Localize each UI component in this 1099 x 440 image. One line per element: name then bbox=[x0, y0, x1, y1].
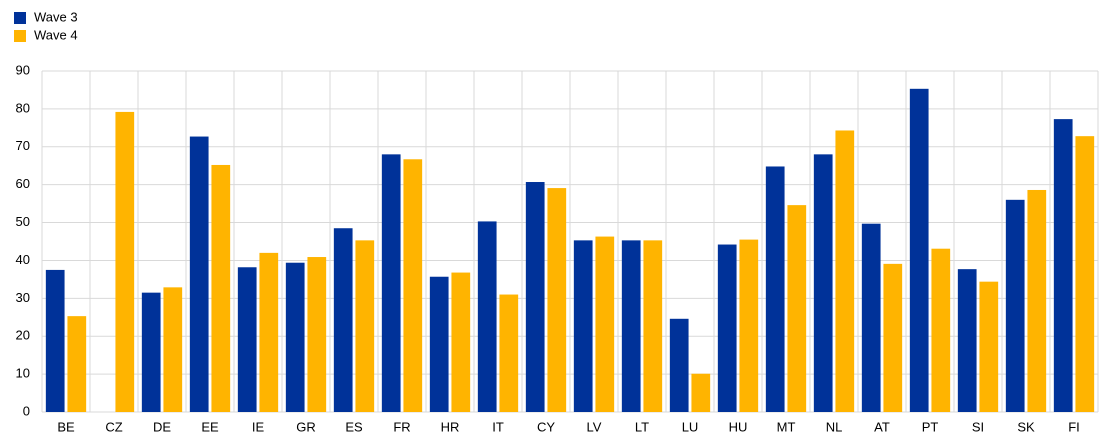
y-tick-label: 50 bbox=[16, 214, 30, 229]
bar bbox=[381, 154, 401, 412]
y-tick-label: 40 bbox=[16, 252, 30, 267]
x-tick-label: FI bbox=[1068, 419, 1080, 434]
bar bbox=[643, 240, 663, 412]
x-tick-label: IT bbox=[492, 419, 504, 434]
bar bbox=[979, 281, 999, 412]
bar bbox=[115, 111, 135, 413]
bar bbox=[67, 316, 87, 412]
legend-label: Wave 4 bbox=[34, 27, 78, 42]
bar bbox=[621, 240, 641, 412]
y-tick-label: 20 bbox=[16, 328, 30, 343]
bar bbox=[259, 252, 279, 412]
bar bbox=[451, 272, 471, 412]
bar bbox=[931, 248, 951, 412]
x-tick-label: AT bbox=[874, 419, 890, 434]
bar bbox=[403, 159, 423, 412]
bar bbox=[307, 257, 327, 412]
bar bbox=[717, 244, 737, 412]
bar bbox=[669, 318, 689, 412]
y-tick-label: 70 bbox=[16, 138, 30, 153]
bar bbox=[739, 239, 759, 412]
bar bbox=[1005, 199, 1025, 412]
bar bbox=[333, 228, 353, 412]
bar bbox=[573, 240, 593, 412]
x-tick-label: NL bbox=[826, 419, 843, 434]
y-tick-label: 80 bbox=[16, 100, 30, 115]
bar bbox=[525, 182, 545, 412]
bar bbox=[237, 267, 257, 412]
x-tick-label: LV bbox=[587, 419, 602, 434]
y-tick-label: 30 bbox=[16, 290, 30, 305]
bar bbox=[45, 269, 65, 412]
bar bbox=[861, 223, 881, 412]
bar bbox=[787, 205, 807, 412]
bar bbox=[163, 287, 183, 412]
bar bbox=[141, 292, 161, 412]
bar bbox=[813, 154, 833, 412]
x-tick-label: LU bbox=[682, 419, 699, 434]
x-tick-label: HR bbox=[441, 419, 460, 434]
bar bbox=[765, 166, 785, 412]
x-tick-label: GR bbox=[296, 419, 316, 434]
y-tick-label: 60 bbox=[16, 176, 30, 191]
x-tick-label: DE bbox=[153, 419, 171, 434]
x-tick-label: LT bbox=[635, 419, 649, 434]
x-tick-label: MT bbox=[777, 419, 796, 434]
bar bbox=[499, 294, 519, 412]
y-tick-label: 10 bbox=[16, 366, 30, 381]
bar bbox=[477, 221, 497, 412]
y-tick-label: 90 bbox=[16, 62, 30, 77]
x-tick-label: FR bbox=[393, 419, 410, 434]
x-tick-label: CY bbox=[537, 419, 555, 434]
x-tick-label: PT bbox=[922, 419, 939, 434]
x-tick-label: CZ bbox=[105, 419, 122, 434]
x-tick-label: SK bbox=[1017, 419, 1035, 434]
bar bbox=[429, 276, 449, 412]
bar bbox=[1027, 189, 1047, 412]
bar bbox=[595, 236, 615, 412]
bar bbox=[547, 188, 567, 412]
bar bbox=[909, 88, 929, 413]
bar bbox=[883, 263, 903, 412]
x-tick-label: BE bbox=[57, 419, 75, 434]
bar bbox=[691, 373, 711, 412]
bar bbox=[211, 164, 231, 412]
y-tick-label: 0 bbox=[23, 403, 30, 418]
x-tick-label: SI bbox=[972, 419, 984, 434]
legend-swatch bbox=[14, 12, 26, 24]
x-tick-label: EE bbox=[201, 419, 219, 434]
bar bbox=[355, 240, 375, 412]
legend-label: Wave 3 bbox=[34, 9, 78, 24]
bar bbox=[1053, 119, 1073, 412]
bar bbox=[189, 136, 209, 412]
x-tick-label: HU bbox=[729, 419, 748, 434]
x-tick-label: ES bbox=[345, 419, 363, 434]
legend-swatch bbox=[14, 30, 26, 42]
x-tick-label: IE bbox=[252, 419, 265, 434]
bar bbox=[1075, 136, 1095, 412]
bar bbox=[957, 269, 977, 412]
bar bbox=[835, 130, 855, 413]
bar bbox=[285, 262, 305, 412]
